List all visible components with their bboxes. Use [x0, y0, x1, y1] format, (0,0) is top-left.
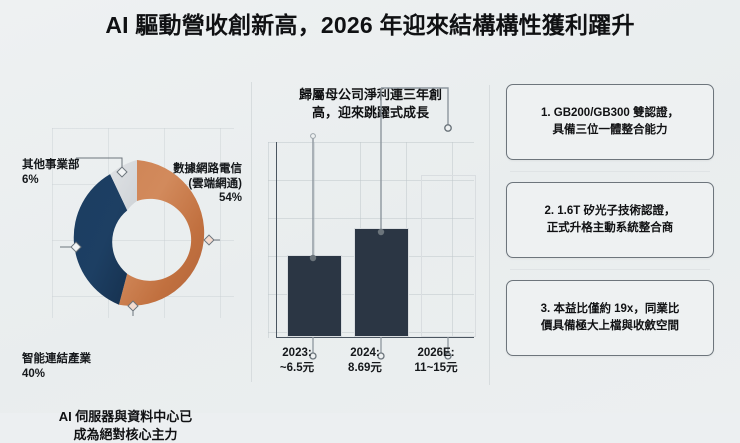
title-bar: AI 驅動營收創新高，2026 年迎來結構構性獲利躍升 — [0, 12, 740, 40]
donut-label-smart-value: 40% — [22, 367, 46, 380]
key-point-card-3[interactable]: 3. 本益比僅約 19x，同業比 價具備極大上檔與收斂空間 — [506, 280, 714, 356]
bar-chart-x-axis — [276, 337, 474, 338]
bar-x-label-2024: 2024: 8.69元 — [322, 346, 408, 376]
panel-divider-left — [251, 82, 252, 382]
donut-chart-caption: AI 伺服器與資料中心已 成為絕對核心主力 — [0, 408, 251, 443]
key-point-card-2-text: 2. 1.6T 矽光子技術認證， 正式升格主動系統整合商 — [537, 203, 684, 236]
revenue-mix-donut-chart — [60, 157, 220, 316]
key-point-card-3-text: 3. 本益比僅約 19x，同業比 價具備極大上檔與收斂空間 — [533, 301, 688, 334]
donut-label-data-text-2: (雲端網通) — [188, 177, 242, 190]
donut-chart-panel: 其他事業部 6% 數據網路電信 (雲端網通) 54% 智能連結產業 40% AI… — [0, 70, 251, 442]
bar-x-label-2026e-line2: 11~15元 — [414, 361, 458, 374]
leader-line-other — [76, 157, 123, 172]
donut-slice-smart-industry — [73, 174, 128, 305]
bar-chart-title-line-1: 歸屬母公司淨利連三年創 — [298, 87, 442, 102]
key-point-card-3-line-2: 價具備極大上檔與收斂空間 — [540, 320, 679, 332]
connector-cap-2023 — [310, 133, 316, 139]
bar-2026e — [421, 175, 476, 337]
bar-x-label-2026e-line1: 2026E: — [417, 347, 455, 359]
key-point-card-1-text: 1. GB200/GB300 雙認證， 具備三位一體整合能力 — [533, 105, 687, 138]
key-point-card-1-line-2: 具備三位一體整合能力 — [552, 124, 668, 136]
bar-chart-title: 歸屬母公司淨利連三年創 高，迎來跳躍式成長 — [262, 86, 479, 122]
bar-x-label-2024-line2: 8.69元 — [348, 361, 382, 374]
donut-label-data-network: 數據網路電信 (雲端網通) 54% — [158, 162, 242, 206]
bar-2023 — [287, 255, 342, 337]
key-point-card-2-line-1: 2. 1.6T 矽光子技術認證， — [544, 205, 676, 218]
donut-marker-smart — [70, 241, 82, 253]
key-point-card-2[interactable]: 2. 1.6T 矽光子技術認證， 正式升格主動系統整合商 — [506, 182, 714, 258]
bar-x-label-2023: 2023: ~6.5元 — [254, 346, 340, 376]
card-separator-1 — [510, 171, 710, 172]
card-separator-2 — [510, 269, 710, 270]
donut-marker-caption — [127, 300, 139, 312]
donut-caption-line-1: AI 伺服器與資料中心已 — [58, 409, 193, 424]
donut-label-data-value: 54% — [218, 192, 242, 205]
bar-2024 — [354, 228, 409, 337]
page-title: AI 驅動營收創新高，2026 年迎來結構構性獲利躍升 — [105, 12, 635, 38]
donut-slice-data-network — [118, 160, 205, 306]
donut-label-other-business: 其他事業部 6% — [22, 158, 80, 187]
bar-x-label-2023-line2: ~6.5元 — [279, 361, 315, 374]
donut-label-smart-text: 智能連結產業 — [22, 353, 91, 365]
donut-label-other-value: 6% — [22, 173, 39, 186]
donut-caption-line-2: 成為絕對核心主力 — [73, 426, 178, 442]
profit-bar-chart-panel: 歸屬母公司淨利連三年創 高，迎來跳躍式成長 — [252, 70, 489, 413]
key-points-panel: 1. GB200/GB300 雙認證， 具備三位一體整合能力 2. 1.6T 矽… — [490, 70, 740, 413]
bar-x-label-2024-line1: 2024: — [350, 347, 380, 359]
key-point-card-3-line-1: 3. 本益比僅約 19x，同業比 — [540, 303, 680, 316]
bar-chart-title-line-2: 高，迎來跳躍式成長 — [311, 105, 429, 121]
donut-slice-other-business — [110, 160, 137, 211]
bar-chart-plot-area — [268, 87, 476, 360]
donut-marker-data — [203, 234, 215, 246]
key-point-card-1[interactable]: 1. GB200/GB300 雙認證， 具備三位一體整合能力 — [506, 84, 714, 160]
donut-label-smart-industry: 智能連結產業 40% — [22, 352, 91, 381]
key-point-card-1-line-1: 1. GB200/GB300 雙認證， — [540, 107, 680, 120]
connector-dot-2026e — [444, 124, 452, 132]
key-point-card-2-line-2: 正式升格主動系統整合商 — [546, 222, 674, 234]
bar-chart-y-axis — [276, 142, 277, 338]
bar-x-label-2026e: 2026E: 11~15元 — [389, 346, 483, 376]
donut-marker-other — [116, 166, 128, 178]
donut-label-other-text: 其他事業部 — [22, 159, 80, 171]
donut-label-data-text-1: 數據網路電信 — [173, 163, 242, 175]
bar-x-label-2023-line1: 2023: — [282, 347, 312, 359]
panel-divider-right — [489, 85, 490, 385]
